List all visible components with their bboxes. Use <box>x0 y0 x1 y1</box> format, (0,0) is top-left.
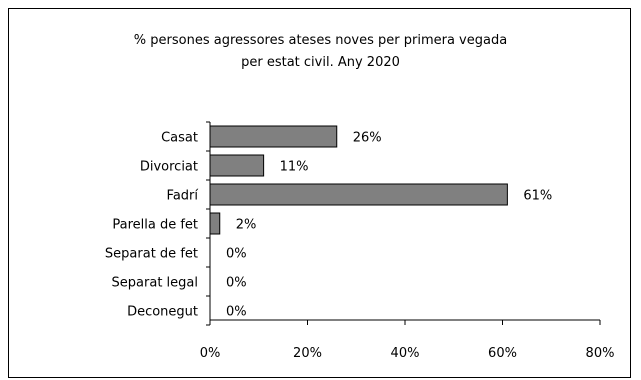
bar <box>209 154 265 177</box>
data-label: 2% <box>236 218 257 233</box>
chart-title: % persones agressores ateses noves per p… <box>0 30 641 74</box>
bar <box>209 183 508 206</box>
data-label: 26% <box>353 131 382 146</box>
data-label: 0% <box>226 305 247 320</box>
category-label: Separat legal <box>112 276 198 291</box>
x-tick-label: 60% <box>488 346 517 361</box>
category-label: Divorciat <box>140 160 198 175</box>
chart-title-line-2: per estat civil. Any 2020 <box>241 55 400 70</box>
category-label: Fadrí <box>167 189 199 204</box>
category-label: Casat <box>161 131 198 146</box>
data-label: 61% <box>523 189 552 204</box>
bar <box>209 212 221 235</box>
data-label: 0% <box>226 276 247 291</box>
data-label: 11% <box>280 160 309 175</box>
x-tick-label: 0% <box>200 346 221 361</box>
x-tick-label: 40% <box>391 346 420 361</box>
data-label: 0% <box>226 247 247 262</box>
x-tick-label: 20% <box>293 346 322 361</box>
bar <box>209 125 338 148</box>
category-label: Parella de fet <box>112 218 198 233</box>
chart-title-line-1: % persones agressores ateses noves per p… <box>133 33 508 48</box>
category-label: Separat de fet <box>105 247 198 262</box>
x-tick-label: 80% <box>586 346 615 361</box>
category-label: Deconegut <box>127 305 198 320</box>
